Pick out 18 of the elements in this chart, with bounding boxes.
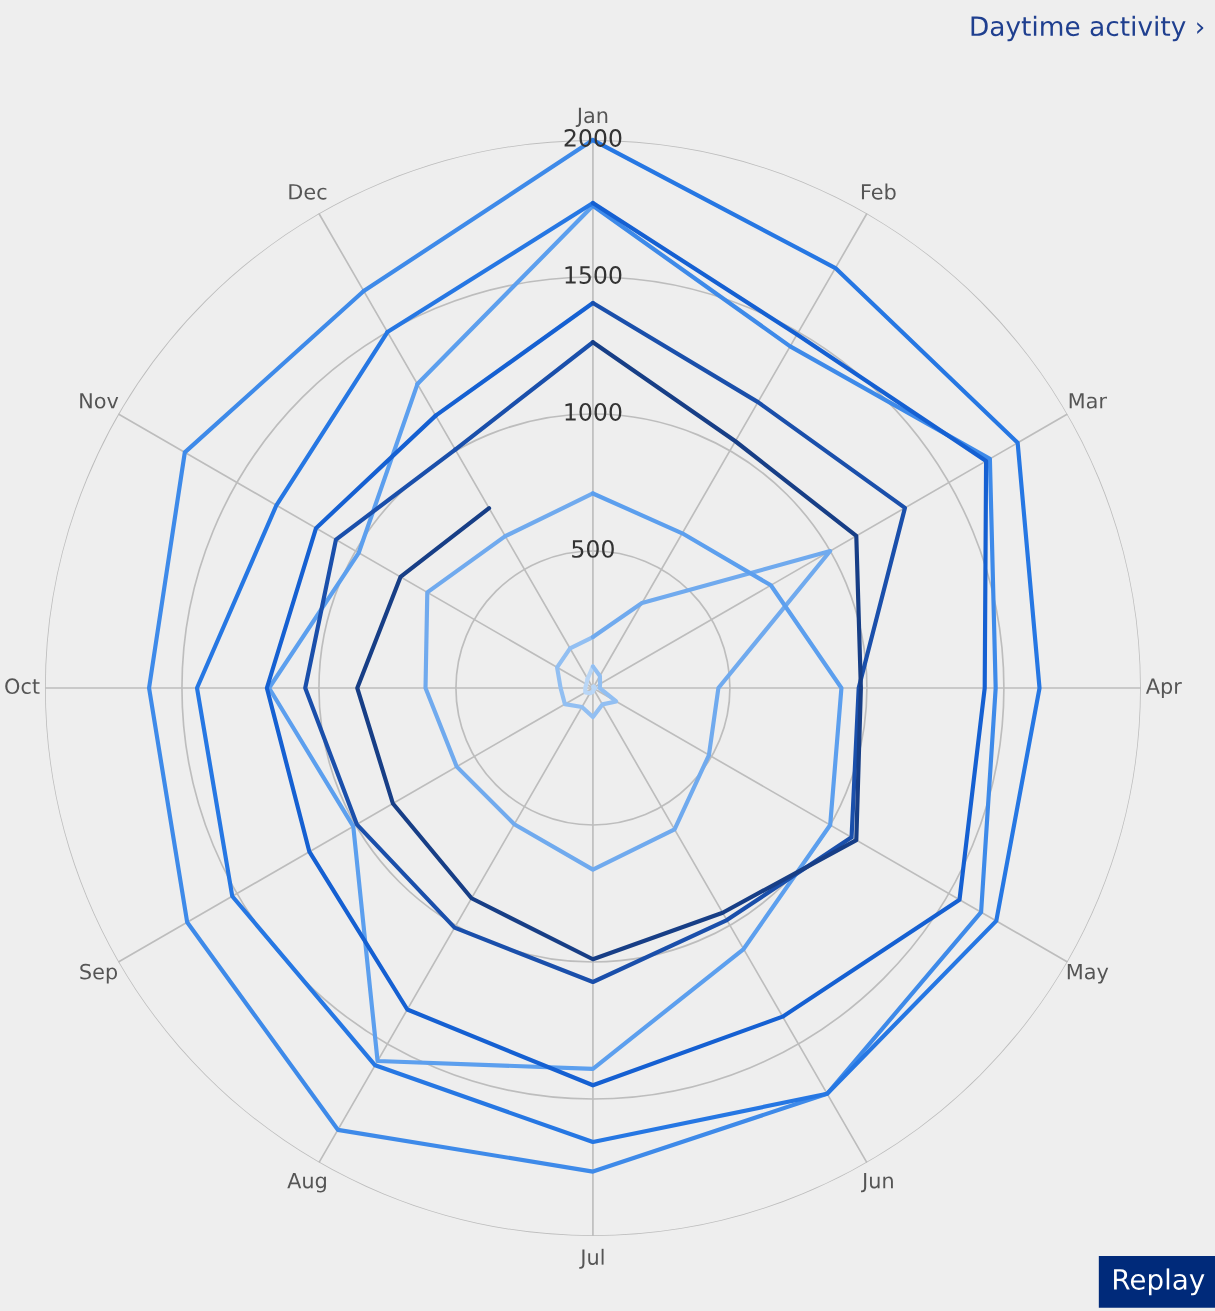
spoke-label: May [1067,964,1109,984]
chart-title: Daytime activity › [971,15,1204,42]
spoke-label: Nov [80,393,119,409]
y-tick-label: 1500 [565,266,622,284]
spoke-label: Mar [1069,393,1107,409]
spoke-label: Jul [579,1248,604,1269]
spoke-label: Oct [5,678,40,695]
spoke-label: Sep [80,963,118,984]
spoke-label: Jun [861,1172,893,1193]
y-tick-label: 2000 [564,129,622,147]
text: Replay [1114,1268,1205,1296]
spoke-label: Dec [289,184,327,200]
y-tick-label: 1000 [565,403,622,421]
spoke-label: Feb [861,183,896,200]
spoke-label: Aug [287,1172,326,1193]
spoke-label: Apr [1145,678,1182,699]
spoke-label: Jan [575,107,608,128]
y-tick-label: 500 [572,540,614,558]
